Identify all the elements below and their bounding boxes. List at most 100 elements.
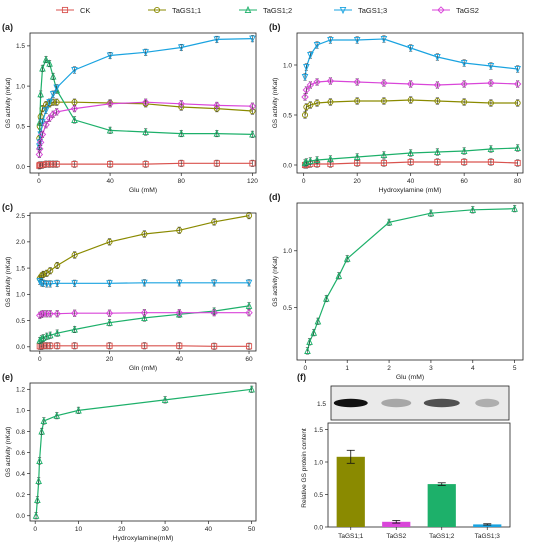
data-point bbox=[35, 476, 42, 485]
y-tick-label: 0.2 bbox=[16, 492, 25, 499]
y-tick-label: 0.0 bbox=[16, 164, 25, 171]
panel-label: (e) bbox=[2, 372, 13, 382]
panel-label: (b) bbox=[269, 22, 281, 32]
blot-band bbox=[381, 398, 412, 408]
data-point bbox=[245, 301, 253, 309]
series-ck bbox=[36, 159, 256, 170]
series-line bbox=[304, 147, 518, 164]
bar-tags1-2 bbox=[427, 484, 456, 527]
data-point bbox=[514, 143, 521, 152]
data-point bbox=[177, 44, 185, 52]
data-point bbox=[314, 317, 322, 325]
data-point bbox=[35, 150, 44, 159]
y-tick-label: 0.5 bbox=[16, 124, 25, 131]
data-point bbox=[43, 310, 51, 318]
data-point bbox=[176, 227, 183, 234]
x-tick-label: 120 bbox=[247, 178, 258, 185]
series-line bbox=[304, 80, 518, 98]
data-point bbox=[327, 154, 334, 163]
data-point bbox=[514, 65, 521, 74]
x-tick-label: 10 bbox=[75, 526, 83, 533]
data-point bbox=[249, 160, 256, 167]
series-tags2 bbox=[301, 77, 522, 101]
blot-band bbox=[475, 398, 500, 408]
data-point bbox=[71, 161, 78, 168]
data-point bbox=[141, 98, 150, 106]
data-point bbox=[176, 342, 183, 349]
y-tick-label: 0.0 bbox=[314, 524, 323, 531]
data-point bbox=[142, 49, 149, 57]
legend-label: TaGS1;1 bbox=[172, 6, 201, 15]
series-line bbox=[304, 99, 518, 116]
data-point bbox=[211, 343, 218, 350]
data-point bbox=[514, 159, 521, 167]
data-point bbox=[245, 212, 253, 219]
x-tick-label: 40 bbox=[407, 178, 415, 185]
y-tick-label: 0.5 bbox=[16, 318, 25, 325]
y-tick-label: 1.0 bbox=[16, 83, 25, 90]
data-point bbox=[141, 279, 148, 287]
y-tick-label: 1.5 bbox=[16, 265, 25, 272]
data-point bbox=[487, 144, 495, 153]
series-tags1-3 bbox=[301, 35, 521, 82]
data-point bbox=[71, 251, 78, 259]
data-point bbox=[514, 99, 521, 107]
data-point bbox=[46, 331, 54, 339]
data-point bbox=[380, 97, 387, 105]
data-point bbox=[49, 72, 57, 80]
series-ck bbox=[36, 342, 253, 350]
data-point bbox=[141, 230, 148, 238]
data-point bbox=[38, 427, 45, 435]
y-tick-label: 0.5 bbox=[283, 112, 292, 119]
series-tags1-3 bbox=[36, 277, 253, 288]
data-point bbox=[38, 334, 45, 342]
data-point bbox=[314, 99, 321, 107]
data-point bbox=[213, 129, 221, 137]
y-tick-label: 1.0 bbox=[283, 62, 292, 69]
data-point bbox=[70, 104, 79, 113]
blot-band bbox=[423, 398, 460, 408]
data-point bbox=[433, 81, 442, 89]
data-point bbox=[39, 280, 47, 288]
data-point bbox=[47, 342, 54, 349]
x-tick-label: 40 bbox=[205, 526, 213, 533]
data-point bbox=[460, 146, 468, 155]
x-tick-label: 60 bbox=[245, 356, 253, 363]
panel-c: (c) 0 20 40 60 0.0 0.5 1.0 1.5 2.0 2.5 Gln (mM) GS a… bbox=[2, 202, 257, 372]
data-point bbox=[141, 313, 148, 321]
data-point bbox=[327, 98, 334, 106]
series-tags1-1 bbox=[301, 96, 521, 119]
data-point bbox=[175, 279, 183, 287]
y-tick-label: 1.0 bbox=[283, 248, 292, 255]
x-tick-label: TaGS2 bbox=[386, 533, 406, 540]
data-point bbox=[38, 279, 45, 287]
x-tick-label: 40 bbox=[176, 356, 184, 363]
data-point bbox=[53, 411, 61, 419]
data-point bbox=[71, 280, 78, 288]
data-point bbox=[177, 129, 185, 137]
data-point bbox=[407, 148, 414, 157]
data-point bbox=[177, 100, 185, 108]
data-point bbox=[487, 99, 494, 107]
legend-item-tags2: TaGS2 bbox=[432, 6, 479, 15]
western-blot-inset: 1.5 bbox=[317, 385, 510, 421]
y-axis-label: GS activity (nKat) bbox=[5, 427, 12, 478]
bar-tags1-3 bbox=[473, 524, 502, 527]
data-point bbox=[434, 158, 441, 166]
x-axis-label: Gln (mM) bbox=[129, 365, 157, 372]
y-axis-label: GS activity (nKat) bbox=[272, 78, 279, 129]
y-tick-label: 0.8 bbox=[16, 429, 25, 436]
data-point bbox=[380, 79, 388, 87]
x-tick-label: 2 bbox=[387, 365, 391, 372]
data-point bbox=[487, 62, 495, 71]
data-point bbox=[213, 101, 221, 110]
data-point bbox=[407, 96, 414, 104]
y-tick-label: 1.0 bbox=[314, 459, 323, 466]
x-tick-label: 3 bbox=[429, 365, 433, 372]
data-point bbox=[327, 36, 334, 45]
blot-marker-label: 1.5 bbox=[317, 401, 326, 408]
data-point bbox=[53, 329, 61, 337]
x-tick-label: 0 bbox=[302, 178, 306, 185]
data-point bbox=[106, 238, 113, 245]
data-point bbox=[406, 80, 415, 88]
